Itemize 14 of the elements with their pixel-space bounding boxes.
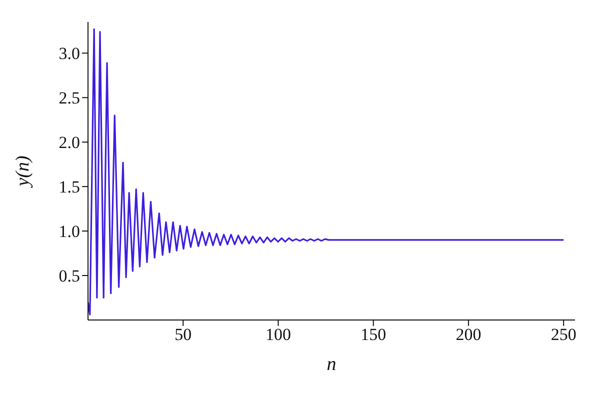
x-tick-label: 50 (174, 325, 192, 344)
y-tick-label: 1.5 (58, 178, 80, 197)
x-tick-label: 200 (456, 325, 482, 344)
y-tick-label: 0.5 (58, 266, 80, 286)
x-tick-label: 250 (550, 325, 576, 344)
y-tick-label: 1.0 (58, 222, 80, 242)
x-axis-title: n (326, 354, 336, 375)
y-tick-label: 3.0 (58, 44, 80, 64)
y-axis-title: y(n) (12, 156, 34, 188)
x-tick-label: 150 (360, 325, 386, 344)
x-tick-label: 100 (265, 325, 291, 344)
y-tick-label: 2.0 (58, 133, 80, 152)
line-series (88, 28, 564, 316)
y-tick-label: 2.5 (58, 88, 80, 108)
